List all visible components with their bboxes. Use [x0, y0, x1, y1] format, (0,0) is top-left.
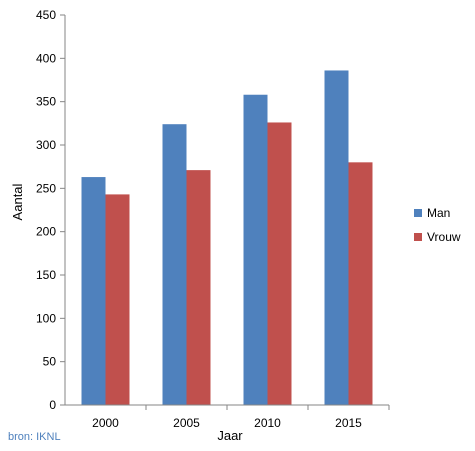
- bar-vrouw-2000: [105, 194, 130, 405]
- bars: [81, 70, 373, 405]
- y-axis-ticks: 0 50 100 150 200 250 300 350 400 450: [36, 8, 65, 412]
- y-tick-label: 0: [49, 398, 56, 412]
- y-tick-label: 50: [43, 355, 57, 369]
- bar-man-2015: [324, 70, 349, 405]
- bar-man-2010: [243, 94, 268, 405]
- source-note: bron: IKNL: [8, 431, 61, 443]
- x-tick-label: 2005: [173, 416, 200, 430]
- legend-label-vrouw: Vrouw: [427, 230, 461, 244]
- y-tick-label: 150: [36, 268, 56, 282]
- y-tick-label: 100: [36, 311, 56, 325]
- bar-man-2000: [81, 177, 106, 405]
- y-tick-label: 450: [36, 8, 56, 22]
- x-axis-ticks: 2000 2005 2010 2015: [92, 405, 390, 430]
- legend-swatch-vrouw: [414, 233, 422, 241]
- x-tick-label: 2000: [92, 416, 119, 430]
- y-tick-label: 250: [36, 181, 56, 195]
- bar-vrouw-2015: [348, 162, 373, 405]
- x-axis-title: Jaar: [217, 428, 243, 443]
- y-tick-label: 300: [36, 138, 56, 152]
- bar-man-2005: [162, 124, 187, 405]
- y-tick-label: 400: [36, 51, 56, 65]
- legend: Man Vrouw: [414, 206, 461, 244]
- legend-label-man: Man: [427, 206, 450, 220]
- y-tick-label: 350: [36, 95, 56, 109]
- bar-vrouw-2010: [267, 122, 292, 405]
- bar-vrouw-2005: [186, 170, 211, 405]
- x-tick-label: 2010: [254, 416, 281, 430]
- legend-swatch-man: [414, 209, 422, 217]
- y-axis-title: Aantal: [10, 183, 25, 220]
- y-tick-label: 200: [36, 225, 56, 239]
- x-tick-label: 2015: [335, 416, 362, 430]
